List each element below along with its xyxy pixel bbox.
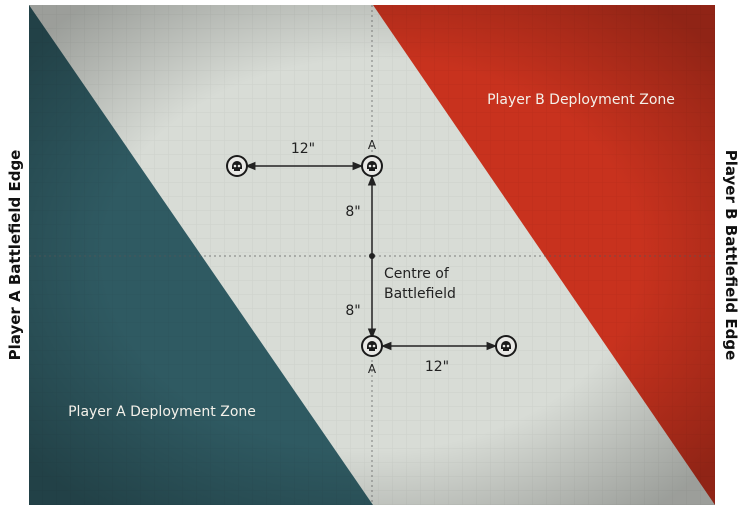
player-a-edge-label: Player A Battlefield Edge — [6, 150, 24, 361]
skull-icon — [495, 335, 517, 357]
player-b-zone-label: Player B Deployment Zone — [487, 92, 675, 108]
player-a-zone-label: Player A Deployment Zone — [68, 404, 256, 420]
centre-label-line1: Centre of — [384, 266, 450, 282]
distance-top-vertical: 8" — [345, 204, 360, 220]
skull-icon — [226, 155, 248, 177]
distance-bottom-horizontal: 12" — [425, 359, 449, 375]
distance-top-horizontal: 12" — [291, 141, 315, 157]
centre-point — [369, 253, 375, 259]
skull-icon — [361, 335, 383, 357]
centre-label-line2: Battlefield — [384, 286, 456, 302]
player-b-edge-label: Player B Battlefield Edge — [722, 150, 740, 361]
marker-label-lower: A — [368, 362, 377, 376]
marker-label-upper: A — [368, 138, 377, 152]
distance-bottom-vertical: 8" — [345, 303, 360, 319]
skull-icon — [361, 155, 383, 177]
